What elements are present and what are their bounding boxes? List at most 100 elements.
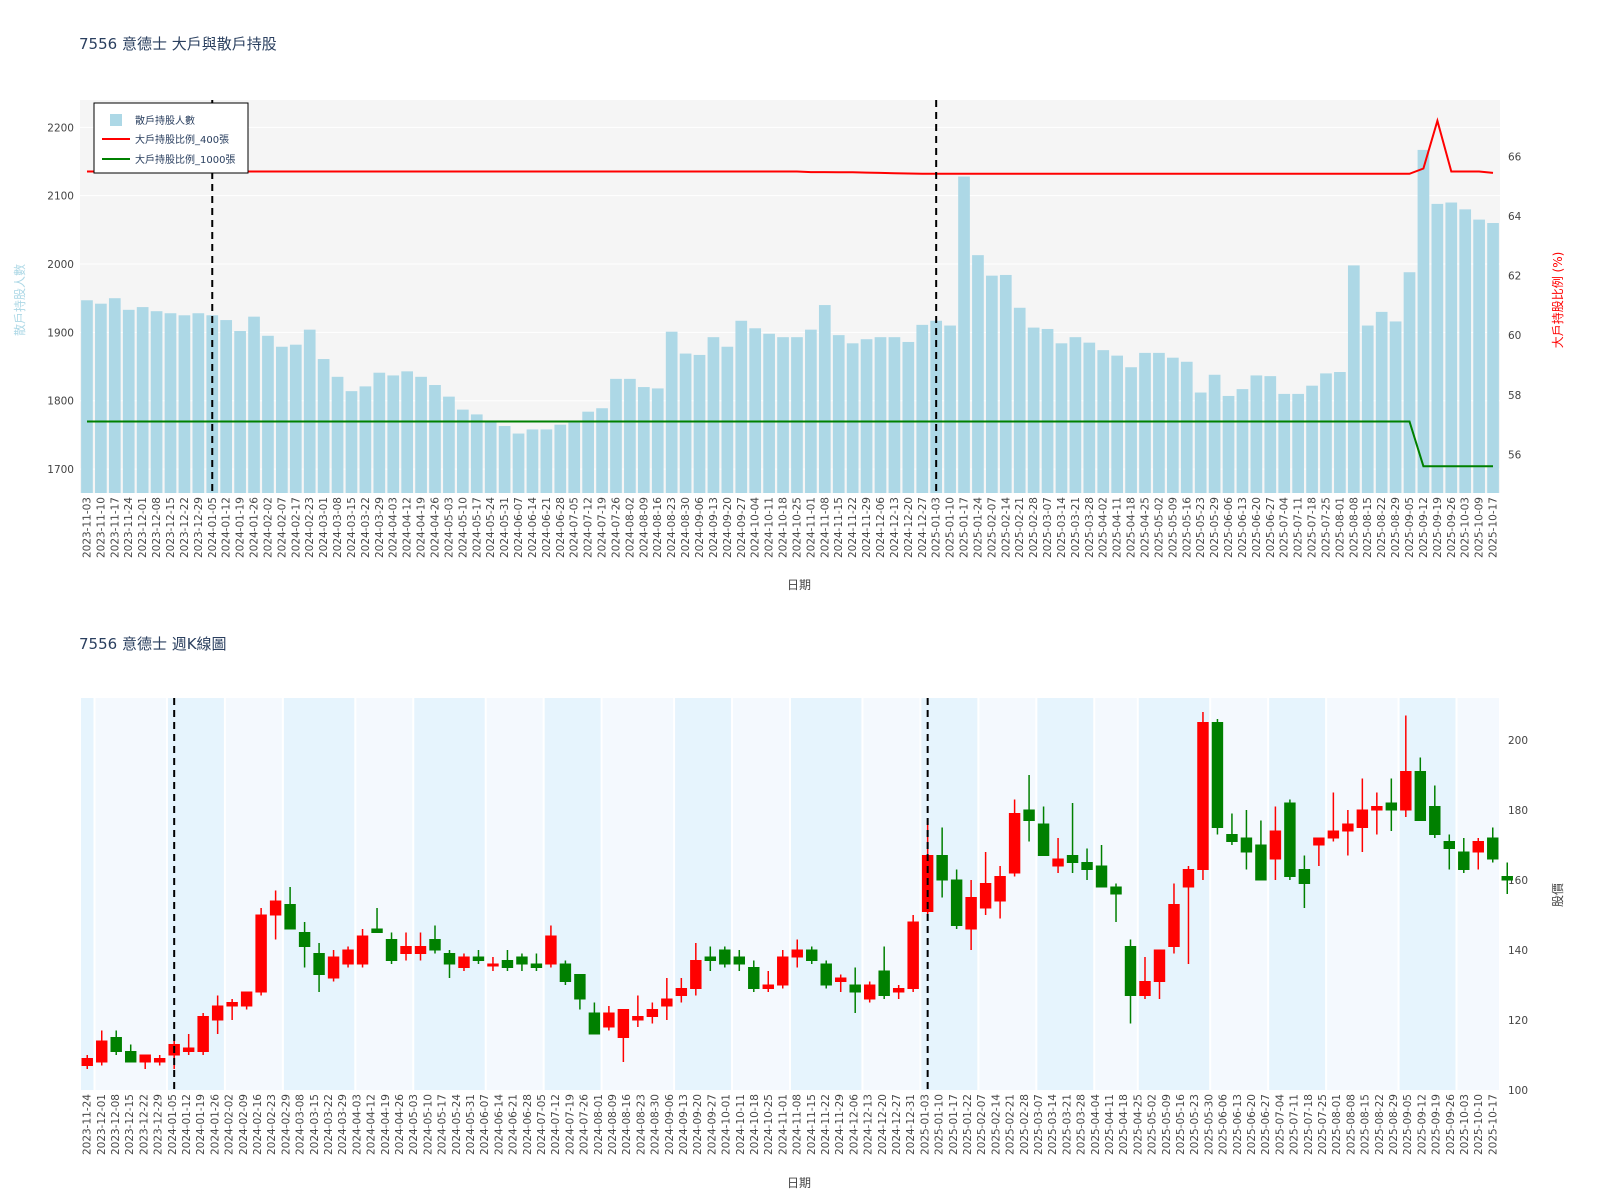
x-tick-label: 2025-07-25 <box>1317 1094 1329 1155</box>
month-band <box>1399 698 1456 1090</box>
x-tick-label: 2023-11-10 <box>95 497 107 558</box>
x-tick-label: 2025-08-15 <box>1360 1094 1372 1155</box>
candle-body <box>110 1037 122 1052</box>
candle-body <box>603 1012 615 1028</box>
candle-body <box>559 963 572 982</box>
y-tick-label: 2100 <box>47 191 74 203</box>
retail-bar <box>1236 389 1249 493</box>
x-tick-label: 2025-07-11 <box>1289 1094 1301 1155</box>
retail-bar <box>289 344 302 493</box>
x-tick-label: 2025-03-07 <box>1033 1094 1045 1155</box>
x-tick-label: 2025-05-30 <box>1203 1094 1215 1155</box>
x-tick-label: 2025-05-23 <box>1189 1094 1201 1155</box>
x-tick-label: 2024-05-17 <box>437 1094 449 1155</box>
x-tick-label: 2024-09-27 <box>736 497 748 558</box>
x-tick-label: 2023-12-08 <box>151 497 163 558</box>
candle-body <box>1081 862 1093 870</box>
retail-bar <box>1222 395 1235 493</box>
x-tick-label: 2024-06-28 <box>555 497 567 558</box>
x-tick-label: 2024-06-07 <box>513 497 525 558</box>
x-tick-label: 2024-05-17 <box>471 497 483 558</box>
x-tick-label: 2025-03-28 <box>1084 497 1096 558</box>
x-tick-label: 2024-10-18 <box>749 1094 761 1155</box>
candle-body <box>487 963 499 967</box>
legend: 散戶持股人數 大戶持股比例_400張 大戶持股比例_1000張 <box>93 102 249 174</box>
y2-tick-label: 100 <box>1508 1085 1528 1097</box>
retail-bar <box>986 275 998 493</box>
y2-tick-label: 62 <box>1508 271 1521 283</box>
x-tick-label: 2025-04-02 <box>1098 497 1110 558</box>
retail-bar <box>721 346 734 493</box>
candle-body <box>965 897 977 930</box>
candle-body <box>1139 981 1151 996</box>
x-tick-label: 2025-02-14 <box>1000 497 1012 558</box>
x-tick-label: 2024-09-13 <box>678 1094 690 1155</box>
x-tick-label: 2025-04-18 <box>1118 1094 1130 1155</box>
candle-body <box>1240 837 1253 853</box>
x-tick-label: 2024-12-20 <box>903 497 915 558</box>
x-tick-label: 2025-05-09 <box>1161 1094 1173 1155</box>
x-tick-label: 2024-01-19 <box>235 497 247 558</box>
x-tick-label: 2024-08-09 <box>607 1094 619 1155</box>
candle-body <box>675 988 688 996</box>
x-tick-label: 2025-03-07 <box>1042 497 1054 558</box>
x-tick-label: 2024-07-05 <box>569 497 581 558</box>
retail-bar <box>707 337 720 493</box>
x-tick-label: 2025-01-22 <box>962 1094 974 1155</box>
x-tick-label: 2024-04-26 <box>430 497 442 558</box>
candle-body <box>530 963 543 968</box>
x-tick-label: 2025-09-19 <box>1431 1094 1443 1155</box>
retail-bar <box>1278 393 1291 493</box>
candle-body <box>356 935 369 965</box>
x-tick-label: 2025-08-29 <box>1390 497 1402 558</box>
retail-bar <box>1375 311 1388 493</box>
x-tick-label: 2024-05-24 <box>451 1094 463 1155</box>
retail-bar <box>1166 357 1179 493</box>
candle-body <box>791 949 803 958</box>
x-tick-label: 2024-10-11 <box>735 1094 747 1155</box>
candle-body <box>96 1040 108 1063</box>
retail-bar <box>1431 203 1444 493</box>
retail-bar <box>596 408 608 493</box>
candle-body <box>748 967 760 989</box>
candle-body <box>762 984 774 989</box>
retail-bar <box>1041 328 1054 493</box>
retail-bar <box>498 426 511 493</box>
x-tick-label: 2023-12-22 <box>179 497 191 558</box>
retail-bar <box>679 353 692 493</box>
retail-bar <box>331 376 344 493</box>
retail-bar <box>1264 376 1277 493</box>
retail-bar <box>108 298 121 493</box>
x-tick-label: 2025-02-28 <box>1028 497 1040 558</box>
candle-body <box>284 904 296 930</box>
candle-body <box>472 956 485 961</box>
retail-bar <box>1125 367 1137 493</box>
retail-bar <box>1013 307 1026 493</box>
x-tick-label: 2023-12-22 <box>138 1094 150 1155</box>
legend-item-1000: 大戶持股比例_1000張 <box>135 153 235 166</box>
x-tick-label: 2024-01-05 <box>167 1094 179 1155</box>
candle-body <box>1371 806 1383 811</box>
x-tick-label: 2024-12-27 <box>891 1094 903 1155</box>
x-tick-label: 2024-01-12 <box>221 497 233 558</box>
month-band <box>167 698 224 1090</box>
chart1-title: 7556 意德士 大戶與散戶持股 <box>79 35 277 53</box>
x-tick-label: 2024-09-13 <box>708 497 720 558</box>
x-tick-label: 2024-04-19 <box>416 497 428 558</box>
candle-body <box>878 970 890 996</box>
candle-body <box>1153 949 1166 982</box>
x-tick-label: 2025-09-05 <box>1404 497 1416 558</box>
retail-bar <box>1111 355 1124 493</box>
retail-bar <box>1250 375 1263 493</box>
x-tick-label: 2024-02-16 <box>252 1094 264 1155</box>
y2-tick-label: 200 <box>1508 735 1528 747</box>
x-tick-label: 2024-06-14 <box>493 1094 505 1155</box>
retail-bar <box>484 421 497 493</box>
retail-bar <box>317 359 330 493</box>
candle-body <box>646 1009 659 1017</box>
legend-item-400: 大戶持股比例_400張 <box>135 133 229 146</box>
candle-body <box>834 977 847 982</box>
x-tick-label: 2024-08-16 <box>621 1094 633 1155</box>
x-tick-label: 2024-01-12 <box>181 1094 193 1155</box>
